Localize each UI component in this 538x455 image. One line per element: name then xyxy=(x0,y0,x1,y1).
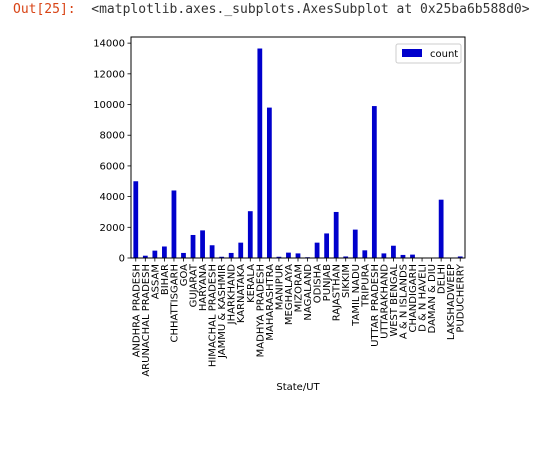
x-tick-label: KERALA xyxy=(246,264,257,303)
bar xyxy=(247,211,253,258)
bar xyxy=(219,256,225,258)
x-tick-label: ANDHRA PRADESH xyxy=(131,264,142,357)
bar xyxy=(410,254,415,258)
x-tick-label: D & N HAVELI xyxy=(418,264,429,332)
x-tick-label: JAMMU & KASHMIR xyxy=(217,264,228,359)
y-tick-label: 6000 xyxy=(100,161,125,172)
x-tick-label: PUDUCHERRY xyxy=(456,263,467,332)
x-tick-label: GOA xyxy=(179,264,190,286)
bar xyxy=(152,250,158,258)
x-tick-label: TRIPURA xyxy=(360,264,371,308)
x-tick-label: UTTARAKHAND xyxy=(379,264,390,339)
x-tick-label: MADHYA PRADESH xyxy=(255,264,266,357)
x-tick-label: JHARKHAND xyxy=(227,264,238,326)
bars xyxy=(133,48,463,259)
bar xyxy=(343,256,349,258)
bar xyxy=(181,252,186,258)
x-tick-label: NAGALAND xyxy=(303,264,314,321)
x-tick-label: TAMIL NADU xyxy=(351,264,362,327)
bar xyxy=(142,255,148,258)
y-tick-label: 2000 xyxy=(100,223,125,234)
legend-label: count xyxy=(430,49,458,60)
y-tick-label: 12000 xyxy=(93,69,125,80)
y-tick-label: 8000 xyxy=(100,131,125,142)
output-prompt: Out[25]: xyxy=(13,2,76,17)
output-line: Out[25]: <matplotlib.axes._subplots.Axes… xyxy=(13,2,530,17)
bar xyxy=(257,48,263,259)
x-tick-label: HIMACHAL PRADESH xyxy=(208,264,219,367)
y-tick-label: 10000 xyxy=(93,100,125,111)
bar xyxy=(162,246,167,258)
bar xyxy=(286,252,291,258)
x-tick-label: SIKKIM xyxy=(341,264,352,298)
x-tick-label: GUJARAT xyxy=(189,263,200,307)
bar xyxy=(266,107,272,258)
x-tick-label: PUNJAB xyxy=(322,264,333,301)
plot-frame xyxy=(130,36,466,259)
x-tick-label: ODISHA xyxy=(313,264,324,303)
bar xyxy=(352,229,358,258)
bar xyxy=(324,233,330,258)
plot-area xyxy=(131,37,465,258)
x-tick-label: ASSAM xyxy=(150,264,161,299)
x-tick-label: ARUNACHAL PRADESH xyxy=(141,264,152,377)
bar xyxy=(314,242,320,258)
x-tick-label: A & N ISLANDS xyxy=(398,264,409,339)
x-tick-label: MANIPUR xyxy=(274,264,285,310)
y-tick-label: 14000 xyxy=(93,39,125,50)
bar xyxy=(228,252,234,258)
bar xyxy=(190,234,196,258)
legend-swatch xyxy=(402,49,422,57)
y-axis: 0 2000 4000 6000 8000 10000 12000 14000 xyxy=(93,39,131,265)
bar xyxy=(457,256,463,258)
bar xyxy=(400,254,406,258)
bar xyxy=(381,253,387,258)
bar xyxy=(276,256,282,258)
y-tick-label: 4000 xyxy=(100,192,125,203)
bar xyxy=(295,253,301,258)
x-tick-label: MIZORAM xyxy=(294,264,305,312)
legend-box xyxy=(395,43,462,64)
legend: count xyxy=(395,43,462,64)
x-tick-label: DAMAN & DIU xyxy=(427,264,438,333)
x-tick-label: DELHI xyxy=(437,264,448,294)
x-tick-label: RAJASTHAN xyxy=(332,264,343,321)
bar xyxy=(133,181,139,258)
x-tick-label: KARNATAKA xyxy=(236,264,247,323)
bar xyxy=(391,245,396,258)
x-tick-label: MEGHALAYA xyxy=(284,264,295,325)
x-axis-label: State/UT xyxy=(276,382,320,393)
bar xyxy=(209,245,215,258)
x-tick-label: CHANDIGARH xyxy=(408,264,419,333)
x-tick-label: BIHAR xyxy=(160,264,171,295)
x-tick-label: WEST BENGAL xyxy=(389,264,400,337)
x-tick-label: HARYANA xyxy=(198,264,209,311)
bar xyxy=(238,242,244,258)
x-tick-label: CHHATTISGARH xyxy=(169,264,180,342)
bar xyxy=(333,211,339,258)
bar xyxy=(371,106,377,258)
x-tick-label: MAHARASHTRA xyxy=(265,264,276,341)
x-tick-label: UTTAR PRADESH xyxy=(370,264,381,347)
x-tick-label: LAKSHADWEEP xyxy=(446,264,457,340)
bar xyxy=(171,190,177,258)
bar xyxy=(438,199,444,258)
bar xyxy=(200,230,205,259)
bar xyxy=(362,250,368,258)
y-tick-label: 0 xyxy=(119,254,125,265)
output-repr: <matplotlib.axes._subplots.AxesSubplot a… xyxy=(91,2,530,17)
